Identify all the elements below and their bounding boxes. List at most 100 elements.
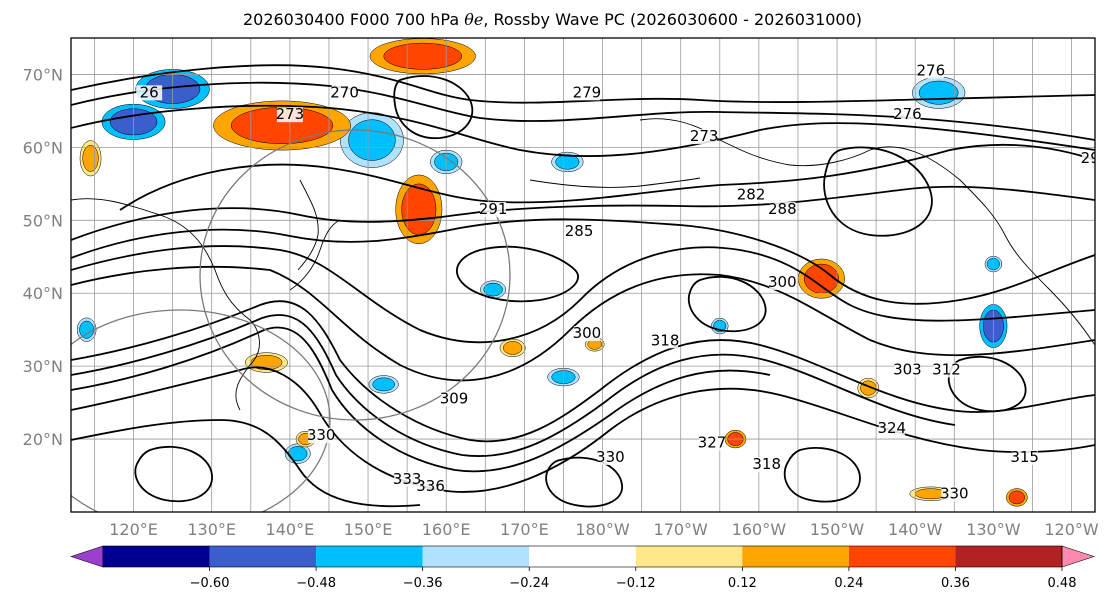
colorbar-tick-label: 0.36 (941, 576, 970, 591)
contour-line (134, 445, 213, 503)
lon-tick-label: 170°E (500, 520, 549, 539)
chart-title: 2026030400 F000 700 hPa θe, Rossby Wave … (0, 10, 1105, 29)
contour-line (71, 419, 421, 508)
anomaly-patch (79, 320, 94, 339)
lon-tick-label: 120°E (109, 520, 158, 539)
contour-label: 270 (330, 83, 359, 101)
coastline-japan (289, 219, 341, 291)
contour-line (71, 104, 1095, 157)
map-frame (70, 37, 1096, 513)
anomaly-patch (348, 119, 396, 161)
anomaly-patch (82, 144, 99, 172)
lon-tick-label: 140°W (888, 520, 943, 539)
colorbar-segment (422, 546, 530, 567)
lat-tick-label: 40°N (23, 284, 63, 303)
lat-tick-label: 20°N (23, 430, 63, 449)
title-suffix: , Rossby Wave PC (2026030600 - 202603100… (483, 10, 863, 29)
contour-line (783, 447, 861, 503)
contour-label: 282 (737, 185, 766, 203)
colorbar-tick-label: 0.48 (1048, 576, 1077, 591)
colorbar-segment (209, 546, 317, 567)
contour-line (71, 265, 1095, 382)
lon-tick-label: 160°E (422, 520, 471, 539)
lon-tick-label: 120°W (1044, 520, 1099, 539)
contour-line (71, 218, 1095, 305)
contour-label: 333 (393, 470, 422, 488)
colorbar-tick-label: −0.24 (509, 576, 549, 591)
contour-line (393, 75, 474, 139)
colorbar-extend-high (1061, 545, 1095, 568)
contour-label: 324 (877, 419, 906, 437)
axis-ticks: 70°N 60°N 50°N 40°N 30°N 20°N 120°E 130°E 140°E 1… (23, 65, 1099, 539)
coastlines (71, 118, 1095, 411)
contour-label-bg (573, 85, 600, 101)
contour-label: 315 (1010, 448, 1039, 466)
contour-label: 330 (596, 448, 625, 466)
contour-label: 312 (932, 360, 961, 378)
contour-line (71, 81, 1095, 141)
contour-line (545, 456, 623, 508)
contour-label-bg (573, 325, 600, 341)
colorbar-tick-label: −0.12 (616, 576, 656, 591)
anomaly-patch (555, 154, 580, 170)
contour-label: 273 (690, 127, 719, 145)
contour-label: 336 (416, 477, 445, 495)
colorbar-tick-label: −0.60 (190, 576, 230, 591)
title-theta-e: θe (464, 10, 484, 29)
contour-label: 26 (140, 83, 159, 101)
contour-label: 288 (768, 200, 797, 218)
colorbar-tick-label: 0.24 (834, 576, 863, 591)
reference-circle-1 (199, 129, 511, 421)
contour-label-bg (753, 457, 780, 473)
contour-line (71, 366, 1095, 493)
contour-label-bg (894, 362, 921, 378)
contour-label: 330 (307, 426, 336, 444)
lon-tick-label: 140°E (266, 520, 315, 539)
colorbar-segment (529, 546, 636, 567)
colorbar-tick-label: 0.12 (728, 576, 757, 591)
lat-tick-label: 50°N (23, 211, 63, 230)
contour-label-bg (331, 85, 358, 101)
contour-line (71, 300, 1095, 443)
lat-tick-label: 70°N (23, 65, 63, 84)
lon-tick-label: 150°W (810, 520, 865, 539)
graticule (71, 38, 1095, 512)
colorbar-segment (742, 546, 849, 567)
contour-label: 285 (565, 222, 594, 240)
contour-line (456, 245, 579, 303)
lon-tick-label: 130°E (187, 520, 236, 539)
anomaly-patch (372, 377, 395, 392)
contour-label-bg (136, 85, 163, 101)
contour-label-bg (480, 202, 507, 218)
contour-line (823, 146, 933, 237)
contour-line (71, 245, 1095, 344)
anomaly-patch (383, 42, 463, 70)
contour-line (71, 185, 1095, 241)
contour-label: 327 (698, 433, 727, 451)
colorbar-segment (635, 546, 743, 567)
colorbar-tick-label: −0.36 (403, 576, 443, 591)
colorbar-segment (955, 546, 1062, 567)
contour-label-bg (917, 63, 944, 79)
contour-label-bg (441, 391, 468, 407)
contour-label: 291 (479, 200, 508, 218)
contour-label: 276 (917, 61, 946, 79)
contour-label-bg (308, 428, 335, 444)
contour-label-bg (894, 107, 921, 123)
contour-label-bg (597, 449, 624, 465)
lon-tick-label: 160°W (732, 520, 787, 539)
colorbar-frame (102, 545, 1063, 568)
contour-label: 318 (752, 455, 781, 473)
map-background (71, 38, 1095, 512)
contour-label: 279 (573, 83, 602, 101)
theta-e-contours (71, 64, 1095, 508)
colorbar-extend-low (70, 545, 104, 568)
contour-label: 300 (573, 324, 602, 342)
contour-label: 300 (768, 273, 797, 291)
contour-label-bg (769, 202, 796, 218)
coastline-aleutians (529, 177, 701, 188)
contour-label-bg (1082, 150, 1095, 166)
lat-tick-label: 30°N (23, 357, 63, 376)
contour-label-bg (698, 435, 725, 451)
